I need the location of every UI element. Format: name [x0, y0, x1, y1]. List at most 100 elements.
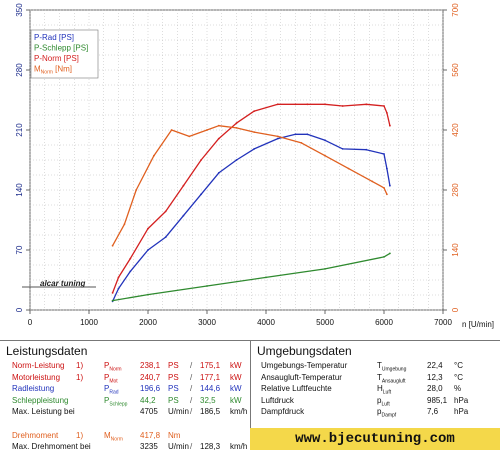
y-left-tick-label: 0	[15, 307, 24, 312]
symbol: MNorm	[104, 430, 123, 443]
watermark-banner: www.bjecutuning.com	[250, 428, 500, 450]
series-point	[306, 133, 309, 136]
y-right-tick-label: 0	[451, 307, 460, 312]
value: 22,4	[427, 361, 443, 370]
value-1: 238,1	[140, 361, 161, 370]
separator: /	[190, 442, 193, 451]
series-point	[386, 167, 388, 170]
series-point	[386, 112, 388, 114]
series-point	[324, 268, 326, 270]
leistung-row	[0, 418, 250, 430]
chart-logo: alcar tuning	[22, 279, 96, 288]
symbol: pLuft	[377, 395, 390, 408]
series-point	[383, 256, 385, 258]
series-point	[389, 252, 391, 255]
series-point	[188, 135, 191, 138]
unit-1: U/min	[168, 442, 189, 451]
series-point	[365, 103, 368, 106]
series-point	[386, 193, 388, 196]
series-point	[200, 159, 203, 161]
umgebung-row: Dampfdruck pDampf 7,6 hPa	[251, 406, 500, 419]
value-2: 128,3	[200, 442, 221, 451]
umgebungsdaten-title: Umgebungsdaten	[257, 344, 352, 358]
series-point	[235, 122, 238, 124]
series-point	[235, 127, 238, 129]
value-1: 196,6	[140, 384, 161, 394]
x-tick-label: 6000	[375, 318, 393, 327]
unit-1: PS	[168, 361, 179, 370]
unit-2: kW	[230, 361, 242, 370]
series-point	[200, 193, 203, 196]
value-2: 186,5	[200, 407, 221, 417]
series-point	[235, 159, 238, 161]
legend-box	[30, 29, 99, 79]
umgebung-row: Ansaugluft-Temperatur TAnsaugluft 12,3 °C	[251, 372, 500, 385]
series-point	[182, 184, 185, 187]
series-point	[389, 124, 391, 127]
leistung-row: Drehmoment 1) MNorm 417,8 Nm	[0, 430, 250, 443]
footnote-mark: 1)	[76, 372, 84, 382]
series-point	[253, 131, 256, 134]
series-point	[206, 129, 208, 131]
umgebung-row: Luftdruck pLuft 985,1 hPa	[251, 395, 500, 408]
y-right-tick-label: 280	[451, 183, 460, 197]
series-point	[324, 154, 326, 157]
series-point	[117, 276, 120, 279]
leistung-row: Radleistung PRad 196,6 PS / 144,6 kW	[0, 383, 250, 396]
unit-1: PS	[168, 395, 179, 405]
series-point	[147, 249, 149, 251]
value: 985,1	[427, 395, 448, 405]
series-point	[383, 105, 385, 107]
series-point	[111, 299, 114, 302]
series-point	[383, 187, 385, 189]
series-point	[170, 129, 173, 131]
footnote-mark: 1)	[76, 361, 84, 370]
legend-entry: P-Schlepp [PS]	[34, 44, 88, 53]
series-point	[217, 124, 220, 127]
unit-2: km/h	[230, 407, 248, 417]
row-label: Luftdruck	[261, 395, 294, 405]
separator: /	[190, 361, 193, 370]
y-left-tick-label: 70	[15, 245, 24, 254]
y-right-tick-label: 700	[451, 3, 460, 17]
series-point	[300, 142, 303, 144]
x-tick-label: 3000	[198, 318, 216, 327]
row-label: Drehmoment	[12, 430, 59, 440]
series-point	[135, 189, 138, 191]
leistung-row: Norm-Leistung 1) PNorm 238,1 PS / 175,1 kW	[0, 360, 250, 373]
umgebung-row: Relative Luftfeuchte HLuft 28,0%	[251, 383, 500, 396]
series-point	[111, 244, 114, 247]
series-point	[324, 103, 326, 106]
x-tick-label: 7000	[434, 318, 452, 327]
unit: %	[454, 384, 462, 394]
series-point	[147, 227, 149, 230]
leistungsdaten-panel: Leistungsdaten Norm-Leistung 1) PNorm 238,1…	[0, 340, 250, 451]
row-label: Umgebungs-Temperatur	[261, 361, 348, 370]
separator: /	[190, 395, 193, 405]
symbol: PMot	[104, 372, 118, 385]
y-left-tick-label: 140	[15, 183, 24, 197]
series-point	[265, 276, 267, 279]
separator: /	[190, 384, 193, 394]
leistung-row: Schleppleistung PSchlepp 44,2 PS / 32,5 kW	[0, 395, 250, 408]
value-2: 177,1	[200, 372, 221, 382]
y-right-tick-label: 560	[451, 63, 460, 77]
series-point	[206, 285, 208, 287]
unit-1: U/min	[168, 407, 189, 417]
value-1: 3235	[140, 442, 158, 451]
series-point	[294, 133, 297, 136]
value-1: 44,2	[140, 395, 156, 405]
leistung-row: Motorleistung 1) PMot 240,7 PS / 177,1 kW	[0, 372, 250, 385]
x-unit-label: n [U/min]	[462, 320, 494, 329]
separator: /	[190, 407, 193, 417]
y-left-tick-label: 280	[15, 63, 24, 77]
row-label: Norm-Leistung	[12, 361, 65, 370]
unit: hPa	[454, 395, 469, 405]
series-point	[276, 103, 279, 106]
series-point	[217, 137, 220, 140]
series-point	[147, 293, 149, 296]
series-point	[365, 148, 368, 151]
series-point	[389, 184, 391, 187]
series-point	[217, 172, 220, 174]
series-point	[341, 148, 344, 150]
